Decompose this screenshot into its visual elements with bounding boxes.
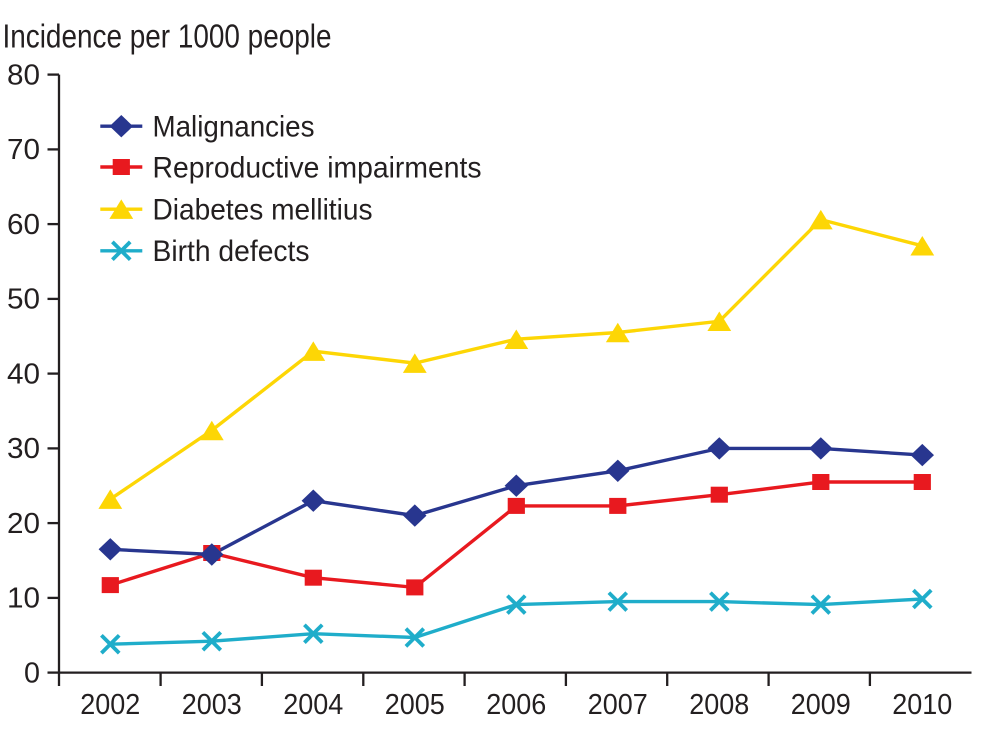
svg-text:50: 50 — [7, 284, 40, 316]
svg-text:40: 40 — [7, 358, 40, 390]
svg-text:2006: 2006 — [486, 689, 546, 721]
svg-text:2009: 2009 — [791, 689, 851, 721]
svg-text:30: 30 — [7, 433, 40, 465]
svg-text:10: 10 — [7, 583, 40, 615]
svg-text:Malignancies: Malignancies — [153, 111, 315, 144]
svg-text:20: 20 — [7, 508, 40, 540]
svg-text:80: 80 — [7, 59, 40, 91]
svg-text:2010: 2010 — [892, 689, 952, 721]
svg-text:2007: 2007 — [588, 689, 648, 721]
svg-text:2003: 2003 — [182, 689, 242, 721]
svg-text:70: 70 — [7, 134, 40, 166]
svg-text:Birth defects: Birth defects — [153, 235, 310, 268]
svg-text:2004: 2004 — [283, 689, 343, 721]
svg-text:2002: 2002 — [80, 689, 140, 721]
svg-text:Reproductive impairments: Reproductive impairments — [153, 151, 482, 184]
svg-text:2005: 2005 — [385, 689, 445, 721]
svg-text:Incidence per 1000 people: Incidence per 1000 people — [3, 18, 332, 55]
svg-text:60: 60 — [7, 209, 40, 241]
svg-text:0: 0 — [24, 657, 40, 689]
svg-text:Diabetes mellitius: Diabetes mellitius — [153, 194, 373, 227]
svg-text:2008: 2008 — [689, 689, 749, 721]
